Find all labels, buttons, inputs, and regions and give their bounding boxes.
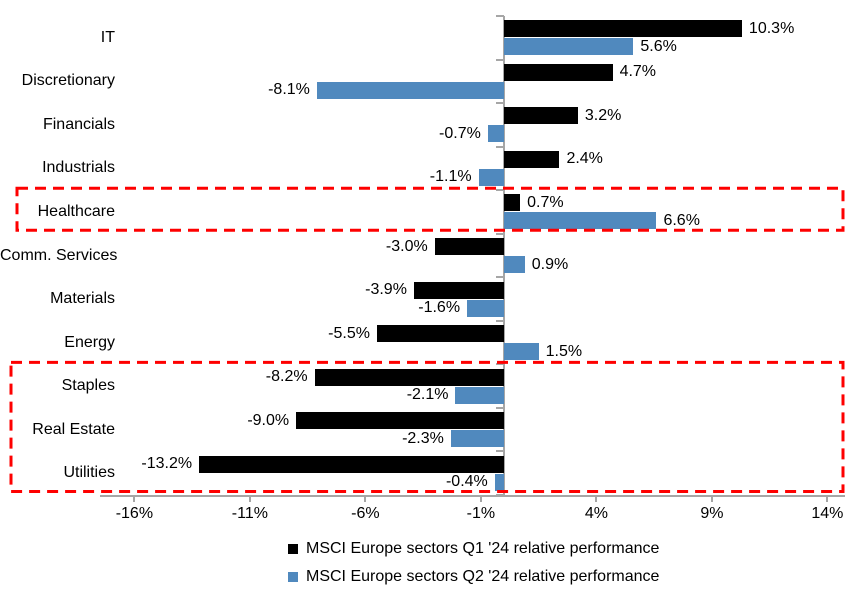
y-axis-tick	[496, 363, 504, 366]
bar-q2	[494, 473, 504, 491]
category-label: Comm. Services	[0, 246, 118, 264]
x-tick-label: -6%	[351, 505, 380, 522]
x-axis-tick	[364, 497, 367, 502]
bar-q1	[504, 20, 742, 38]
highlight-box-1	[15, 186, 845, 232]
bar-q2	[450, 430, 504, 448]
value-label: -1.6%	[418, 299, 461, 317]
x-tick-label: -16%	[115, 505, 154, 522]
value-label: -8.1%	[268, 81, 310, 99]
value-label: -1.1%	[429, 168, 472, 186]
value-label: -5.5%	[328, 324, 370, 342]
value-label: -8.2%	[265, 368, 308, 386]
bar-q2	[487, 125, 504, 143]
value-label: 4.7%	[619, 63, 657, 81]
bar-q2	[504, 38, 634, 56]
x-axis-line	[100, 495, 845, 497]
bar-q1	[376, 325, 504, 343]
bar-q1	[413, 281, 504, 299]
category-label: Energy	[64, 333, 115, 351]
y-axis-tick	[496, 406, 504, 409]
legend-label-q1: MSCI Europe sectors Q1 '24 relative perf…	[306, 540, 660, 557]
category-label: Real Estate	[32, 420, 115, 438]
category-label: IT	[100, 28, 115, 46]
value-label: 2.4%	[566, 150, 603, 168]
bar-q2	[478, 168, 504, 186]
bar-q2	[316, 81, 504, 99]
category-label: Healthcare	[37, 202, 115, 220]
x-axis-tick	[479, 497, 482, 502]
value-label: -9.0%	[247, 411, 290, 429]
x-tick-label: 4%	[584, 505, 608, 522]
value-label: -2.1%	[406, 386, 449, 404]
legend-label-q2: MSCI Europe sectors Q2 '24 relative perf…	[306, 568, 660, 585]
value-label: -0.4%	[445, 473, 488, 491]
x-tick-label: -11%	[231, 505, 268, 522]
y-axis-tick	[496, 145, 504, 148]
y-axis-tick	[496, 58, 504, 61]
category-label: Utilities	[63, 464, 115, 482]
category-label: Financials	[42, 115, 115, 133]
y-axis-tick	[496, 189, 504, 192]
y-axis-tick	[496, 494, 504, 496]
y-axis-tick	[496, 232, 504, 235]
x-axis-tick	[595, 497, 598, 502]
x-tick-label: 9%	[700, 505, 724, 522]
value-label: -3.0%	[385, 237, 428, 255]
bar-q1	[199, 455, 504, 473]
category-label: Materials	[50, 290, 115, 308]
bar-q1	[314, 368, 504, 386]
bar-q1	[434, 238, 504, 255]
y-axis-tick	[496, 276, 504, 279]
bar-q2	[504, 343, 539, 361]
legend-item-q1: MSCI Europe sectors Q1 '24 relative perf…	[288, 539, 659, 559]
x-axis-tick	[133, 497, 136, 502]
value-label: 3.2%	[584, 106, 622, 124]
value-label: -13.2%	[141, 455, 193, 473]
y-axis-tick	[496, 319, 504, 322]
value-label: -3.9%	[365, 281, 407, 299]
category-label: Staples	[61, 377, 115, 395]
bar-q2	[504, 212, 657, 230]
legend-item-q2: MSCI Europe sectors Q2 '24 relative perf…	[288, 567, 659, 587]
legend-swatch-q1-icon	[288, 544, 298, 554]
value-label: 0.9%	[531, 255, 569, 273]
bar-q1	[504, 63, 613, 81]
bar-q2	[455, 386, 504, 404]
y-axis-tick	[496, 15, 504, 17]
legend-swatch-q2-icon	[288, 572, 298, 582]
value-label: -2.3%	[402, 429, 444, 447]
bar-q2	[504, 256, 525, 273]
category-label: Industrials	[42, 159, 115, 177]
bar-q1	[296, 412, 504, 430]
bar-q2	[467, 299, 504, 317]
bar-q1	[504, 194, 521, 212]
value-label: 6.6%	[663, 211, 700, 229]
value-label: 0.7%	[527, 193, 564, 211]
category-label: Discretionary	[21, 72, 115, 90]
chart-legend: MSCI Europe sectors Q1 '24 relative perf…	[288, 539, 659, 595]
x-tick-label: 14%	[811, 505, 844, 522]
x-axis-tick	[826, 497, 829, 502]
x-axis-tick	[248, 497, 251, 502]
value-label: 5.6%	[640, 37, 677, 55]
value-label: 10.3%	[748, 19, 795, 37]
x-axis-tick	[710, 497, 713, 502]
bar-q1	[504, 150, 560, 168]
y-axis-tick	[496, 102, 504, 105]
x-tick-label: -1%	[466, 505, 496, 522]
bar-q1	[504, 107, 578, 125]
value-label: 1.5%	[545, 342, 583, 360]
y-axis-tick	[496, 450, 504, 453]
value-label: -0.7%	[439, 124, 481, 142]
